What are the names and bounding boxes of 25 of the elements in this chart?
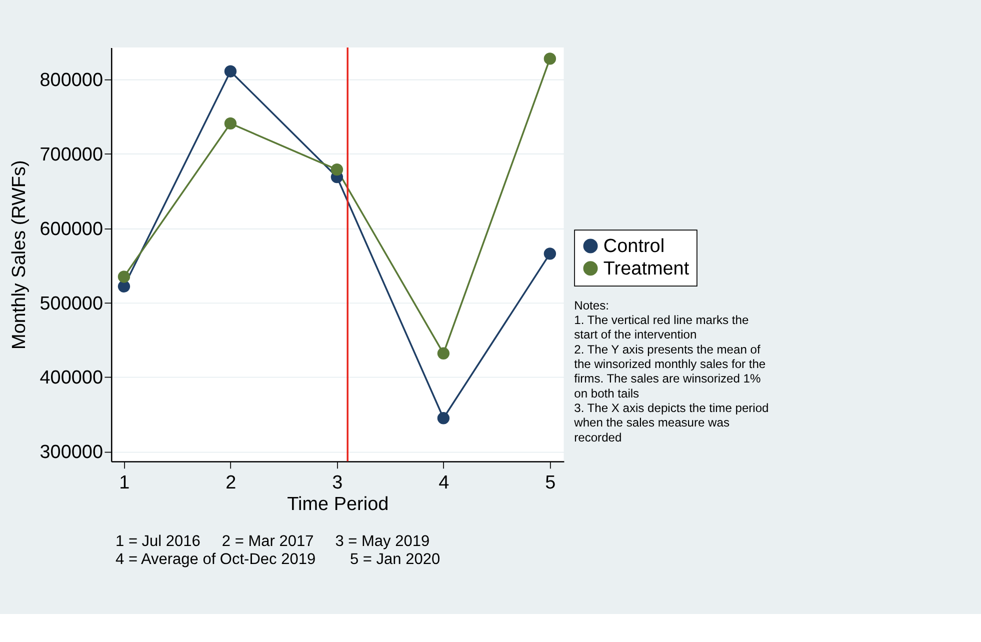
x-tick-label: 2 — [226, 472, 236, 494]
y-tick-label: 700000 — [40, 144, 104, 166]
y-tick-label: 500000 — [40, 293, 104, 314]
text: 1 = Jul 2016 2 = Mar 2017 3 = May 2019 4 = Average of Oct-Dec 2019 5 = Jan 2020 — [116, 532, 440, 568]
x-tick-label: 1 — [119, 472, 130, 494]
point — [118, 270, 130, 283]
legend-label: Control — [603, 236, 665, 257]
point — [437, 347, 450, 360]
point — [330, 163, 344, 176]
x-tick-label: 4 — [438, 472, 450, 494]
x-axis-title: Time Period — [287, 494, 389, 516]
y-tick-label: 600000 — [40, 218, 104, 240]
legend-label: Treatment — [603, 258, 690, 280]
text: Notes: 1. The vertical red line marks the start of the intervention 2. The Y axis presents the mean of the winsorized monthly sales for the firms. The sales are winsorized 1% on both tails 3. The X axis depicts the time period when the sales measure was recorded — [574, 298, 769, 444]
point — [224, 65, 237, 78]
y-tick-label: 300000 — [40, 442, 104, 464]
point — [544, 248, 556, 260]
point — [437, 412, 450, 424]
x-tick-label: 3 — [332, 472, 343, 494]
point — [544, 52, 556, 65]
x-tick-label: 5 — [545, 472, 556, 494]
y-axis-title: Monthly Sales (RWFs) — [9, 160, 30, 350]
y-tick-label: 800000 — [40, 70, 104, 91]
y-tick-label: 400000 — [40, 368, 104, 389]
point — [224, 117, 237, 130]
